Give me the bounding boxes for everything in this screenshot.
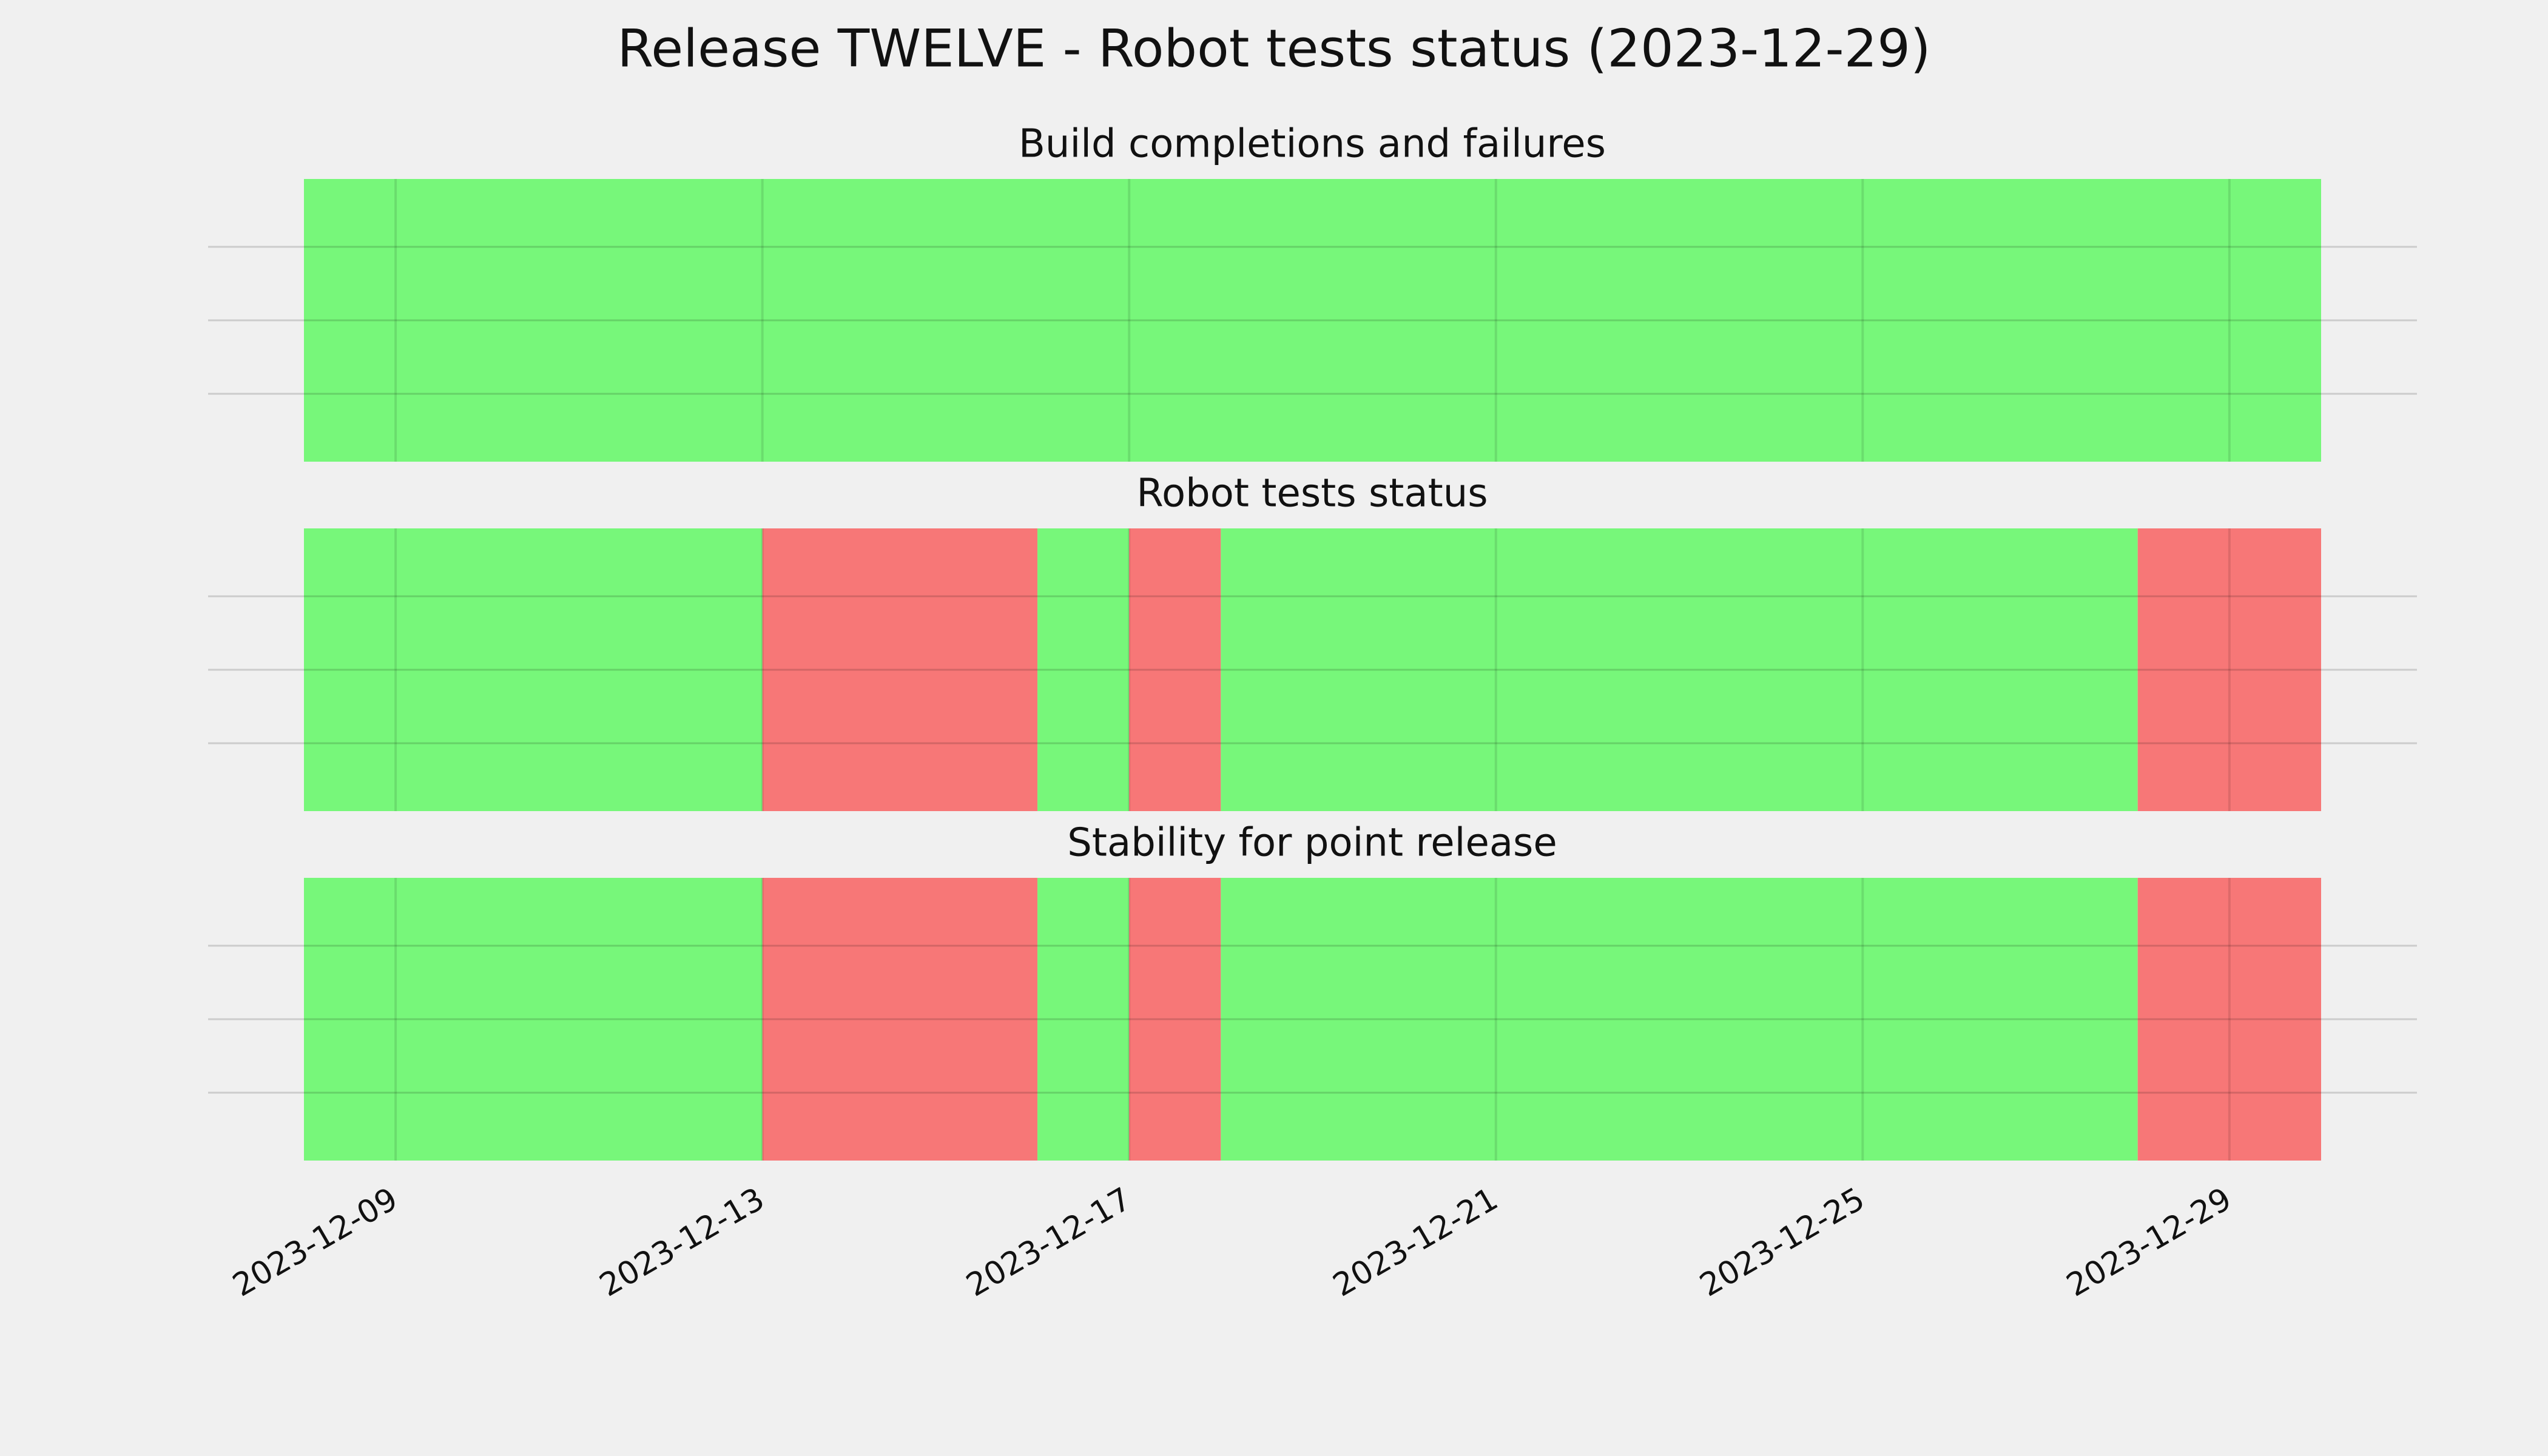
status-span xyxy=(762,878,1038,1161)
status-span xyxy=(2137,528,2321,811)
status-span xyxy=(1037,878,1130,1161)
status-span xyxy=(762,528,1038,811)
status-span xyxy=(1129,878,1221,1161)
panel-title: Robot tests status xyxy=(1136,471,1488,516)
status-span xyxy=(1221,528,2138,811)
status-span xyxy=(1129,528,1221,811)
status-span xyxy=(1037,528,1130,811)
panel-title: Build completions and failures xyxy=(1019,122,1606,167)
panel-title: Stability for point release xyxy=(1067,821,1557,866)
status-span xyxy=(2137,878,2321,1161)
status-span xyxy=(304,528,763,811)
status-span xyxy=(304,179,2321,462)
status-span xyxy=(304,878,763,1161)
status-span xyxy=(1221,878,2138,1161)
chart-title: Release TWELVE - Robot tests status (202… xyxy=(617,18,1930,79)
